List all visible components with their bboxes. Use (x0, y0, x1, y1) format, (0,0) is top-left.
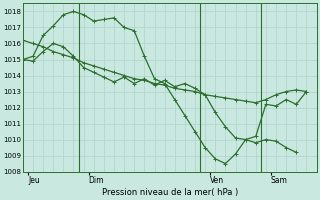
X-axis label: Pression niveau de la mer( hPa ): Pression niveau de la mer( hPa ) (101, 188, 238, 197)
